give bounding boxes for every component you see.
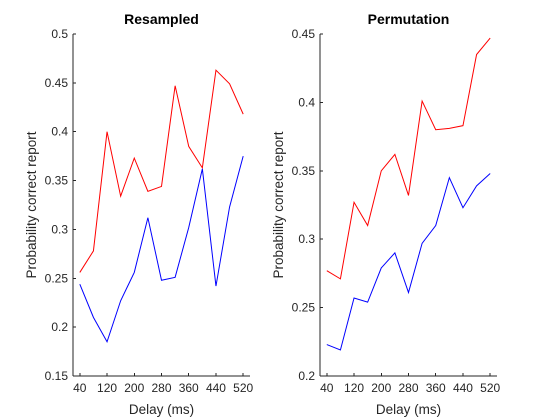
x-tick-label: 280 [398, 381, 418, 395]
y-tick-label: 0.5 [51, 27, 68, 41]
x-tick-label: 120 [97, 381, 117, 395]
y-tick-label: 0.45 [45, 76, 69, 90]
y-tick-label: 0.15 [45, 369, 69, 383]
x-tick-label: 520 [233, 381, 253, 395]
y-tick-label: 0.2 [298, 369, 315, 383]
series-line-1 [79, 69, 244, 273]
series-line-1 [326, 37, 491, 280]
x-tick-label: 520 [480, 381, 500, 395]
x-tick-label: 200 [124, 381, 144, 395]
chart-panel-1: 0.15 0.2 0.25 0.3 0.35 0.4 0.45 0.5 40 120 200 280 3… [24, 11, 254, 417]
x-tick-label: 40 [73, 381, 87, 395]
x-tick-label: 440 [206, 381, 226, 395]
x-tick-label: 40 [320, 381, 334, 395]
y-tick-label: 0.35 [292, 164, 316, 178]
x-tick-label: 360 [426, 381, 446, 395]
y-tick-label: 0.25 [45, 271, 69, 285]
y-tick-label: 0.25 [292, 301, 316, 315]
series-line-2 [326, 173, 491, 351]
y-tick-label: 0.45 [292, 27, 316, 41]
x-tick-label: 280 [151, 381, 171, 395]
y-tick-label: 0.4 [51, 125, 68, 139]
chart-panel-2: 0.2 0.25 0.3 0.35 0.4 0.45 40 120 200 280 360 440 52… [271, 11, 501, 417]
chart-title: Resampled [124, 11, 199, 27]
y-axis-label: Probability correct report [271, 131, 286, 278]
x-tick-label: 200 [371, 381, 391, 395]
chart-title: Permutation [368, 11, 450, 27]
y-tick-label: 0.3 [51, 222, 68, 236]
x-axis-label: Delay (ms) [376, 402, 441, 417]
y-axis-label: Probability correct report [24, 131, 39, 278]
y-tick-label: 0.4 [298, 95, 315, 109]
x-axis-label: Delay (ms) [129, 402, 194, 417]
x-tick-label: 360 [179, 381, 199, 395]
y-tick-label: 0.3 [298, 232, 315, 246]
x-tick-label: 120 [344, 381, 364, 395]
series-line-2 [79, 156, 244, 344]
x-tick-label: 440 [453, 381, 473, 395]
y-tick-label: 0.2 [51, 320, 68, 334]
y-tick-label: 0.35 [45, 174, 69, 188]
